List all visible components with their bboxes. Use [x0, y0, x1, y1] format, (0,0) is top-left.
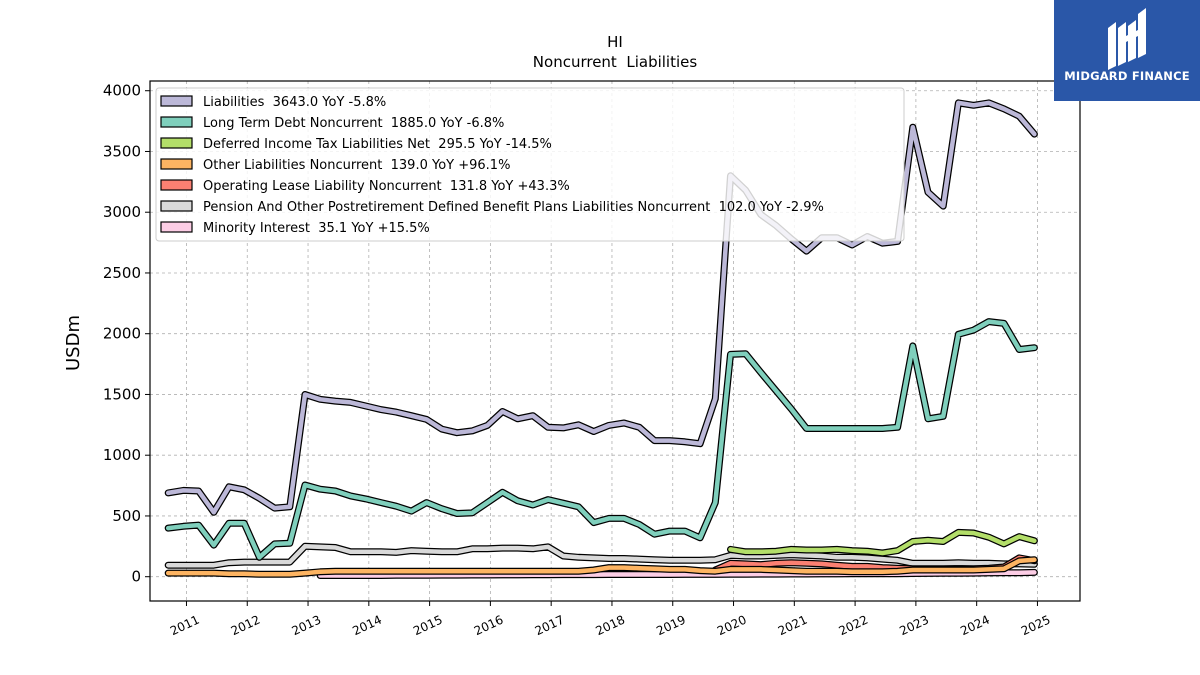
series-liabilities [164, 99, 1038, 516]
legend-entry: Other Liabilities Noncurrent 139.0 YoY +… [203, 158, 510, 173]
brand-logo: MIDGARD FINANCE [1054, 0, 1200, 101]
x-tick-label: 2022 [837, 613, 871, 639]
legend-swatch [160, 158, 193, 170]
chart-title: HI [607, 33, 623, 51]
legend-box [155, 87, 905, 242]
y-tick-label: 4000 [103, 82, 141, 100]
x-tick-label: 2017 [533, 613, 567, 639]
series-pension-and-other-postretirement-defined-benefit-plans-liabilities-noncurrent [164, 542, 1038, 569]
chart-subtitle: Noncurrent Liabilities [533, 53, 698, 71]
x-tick-label: 2025 [1019, 613, 1053, 639]
legend-entry: Minority Interest 35.1 YoY +15.5% [203, 221, 430, 236]
legend-entry: Liabilities 3643.0 YoY -5.8% [203, 95, 386, 110]
legend-entry: Operating Lease Liability Noncurrent 131… [203, 179, 570, 194]
series-line [165, 319, 1037, 560]
series-other-liabilities-noncurrent [164, 556, 1038, 578]
legend-entry: Long Term Debt Noncurrent 1885.0 YoY -6.… [203, 116, 504, 131]
y-tick-label: 2500 [103, 264, 141, 282]
legend-swatch [160, 200, 193, 212]
series-line [165, 100, 1037, 515]
y-tick-label: 1000 [103, 446, 141, 464]
x-tick-label: 2013 [290, 613, 324, 639]
series-line [165, 557, 1037, 577]
legend-swatch [160, 95, 193, 107]
y-tick-label: 3500 [103, 142, 141, 160]
x-tick-label: 2018 [593, 613, 627, 639]
x-tick-label: 2024 [958, 613, 992, 639]
x-tick-label: 2019 [654, 613, 688, 639]
y-tick-label: 500 [112, 507, 141, 525]
x-tick-label: 2015 [411, 613, 445, 639]
brand-name: MIDGARD FINANCE [1064, 69, 1190, 83]
x-tick-label: 2021 [776, 613, 810, 639]
y-tick-label: 2000 [103, 325, 141, 343]
x-tick-label: 2012 [229, 613, 263, 639]
series-line [728, 530, 1037, 556]
series-long-term-debt-noncurrent [164, 318, 1038, 561]
series-line [165, 544, 1037, 568]
x-tick-label: 2020 [715, 613, 749, 639]
legend-swatch [160, 116, 193, 128]
series-layer [164, 99, 1038, 579]
y-tick-label: 1500 [103, 385, 141, 403]
brand-mark-icon [1108, 8, 1146, 70]
x-tick-label: 2016 [472, 613, 506, 639]
y-tick-label: 3000 [103, 203, 141, 221]
plot-frame [149, 80, 1081, 602]
x-tick-label: 2023 [897, 613, 931, 639]
legend-swatch [160, 179, 193, 191]
legend-entry: Pension And Other Postretirement Defined… [203, 200, 824, 215]
legend-swatch [160, 137, 193, 149]
legend: Liabilities 3643.0 YoY -5.8% Long Term De… [155, 87, 905, 242]
legend-entry: Deferred Income Tax Liabilities Net 295.… [203, 137, 552, 152]
y-axis-label: USDm [63, 315, 84, 371]
series-deferred-income-tax-liabilities-net [727, 528, 1038, 557]
y-tick-label: 0 [131, 568, 141, 586]
legend-swatch [160, 221, 193, 233]
x-tick-label: 2011 [168, 613, 202, 639]
x-tick-label: 2014 [350, 613, 384, 639]
